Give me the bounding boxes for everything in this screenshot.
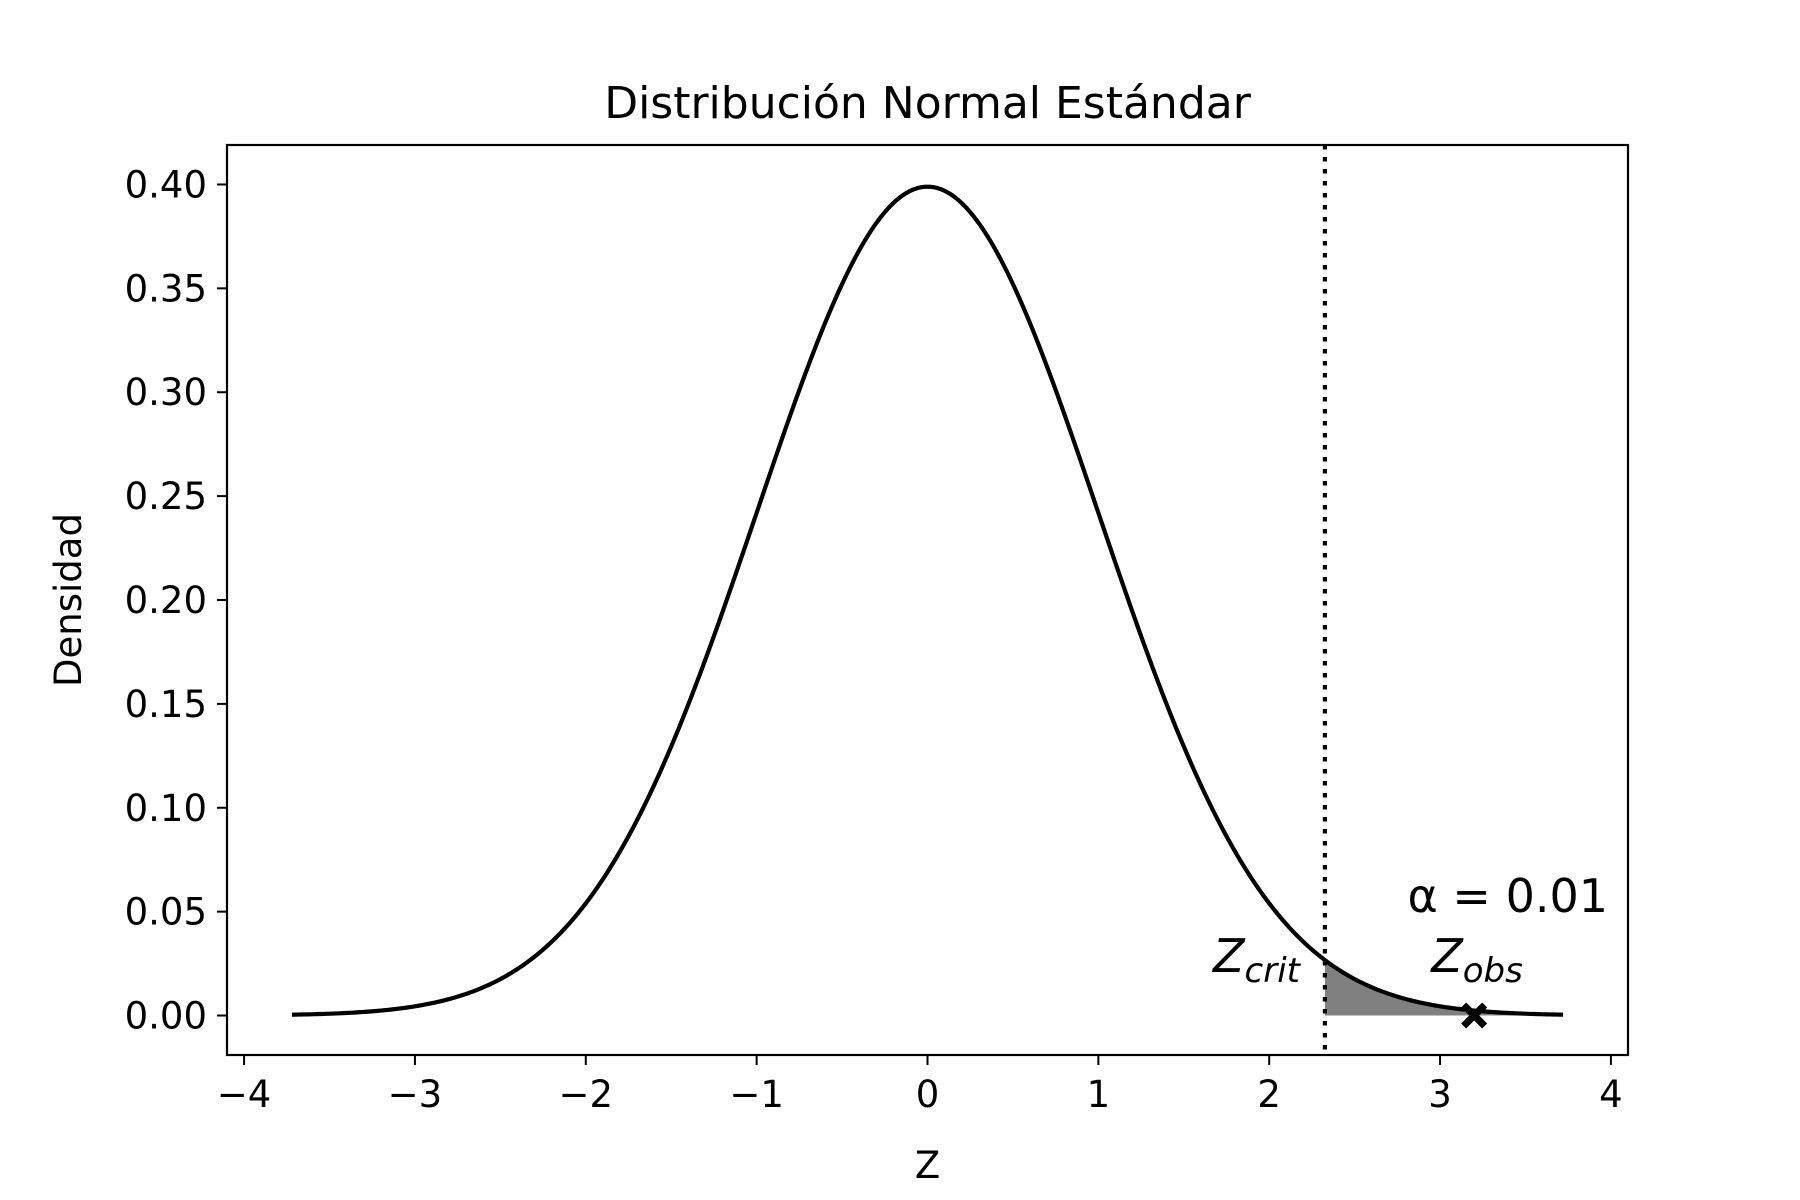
y-tick-label: 0.00 [125,995,207,1038]
y-tick-label: 0.35 [125,267,207,310]
alpha-annotation: α = 0.01 [1407,869,1608,923]
y-tick-label: 0.10 [125,787,207,830]
z-crit-subscript: crit [1245,951,1302,991]
x-tick-label: 3 [1428,1073,1452,1116]
x-tick-label: 4 [1599,1073,1623,1116]
y-tick-label: 0.30 [125,371,207,414]
x-tick-label: −3 [388,1073,443,1116]
z-crit-annotation: Zcrit [1211,929,1302,991]
x-tick-label: 2 [1257,1073,1281,1116]
x-axis-label: Z [915,1144,940,1187]
y-tick-label: 0.05 [125,891,207,934]
y-tick-label: 0.15 [125,683,207,726]
x-tick-label: 0 [916,1073,940,1116]
shaded-tail-region [1324,960,1564,1016]
observed-z-marker [1461,1002,1488,1029]
observed-marker-layer [1461,1002,1488,1029]
z-obs-annotation: Zobs [1429,929,1523,991]
x-tick-label: −4 [217,1073,272,1116]
shaded-tail-region-layer [1324,960,1564,1016]
x-tick-label: −1 [729,1073,784,1116]
x-axis-ticks: −4 −3 −2 −1 0 1 2 3 4 [217,1055,1623,1116]
z-crit-main: Z [1211,929,1246,983]
x-tick-label: 1 [1087,1073,1111,1116]
density-curve [291,184,1564,1017]
chart-title: Distribución Normal Estándar [604,78,1252,129]
z-obs-subscript: obs [1463,951,1523,991]
y-tick-label: 0.25 [125,475,207,518]
z-obs-main: Z [1429,929,1464,983]
y-tick-label: 0.20 [125,579,207,622]
y-axis-label: Densidad [47,513,90,687]
curve-layer [291,184,1564,1017]
x-tick-label: −2 [559,1073,614,1116]
y-tick-label: 0.40 [125,163,207,206]
y-axis-ticks: 0.00 0.05 0.10 0.15 0.20 0.25 0.30 0.35 0.40 [125,163,227,1038]
